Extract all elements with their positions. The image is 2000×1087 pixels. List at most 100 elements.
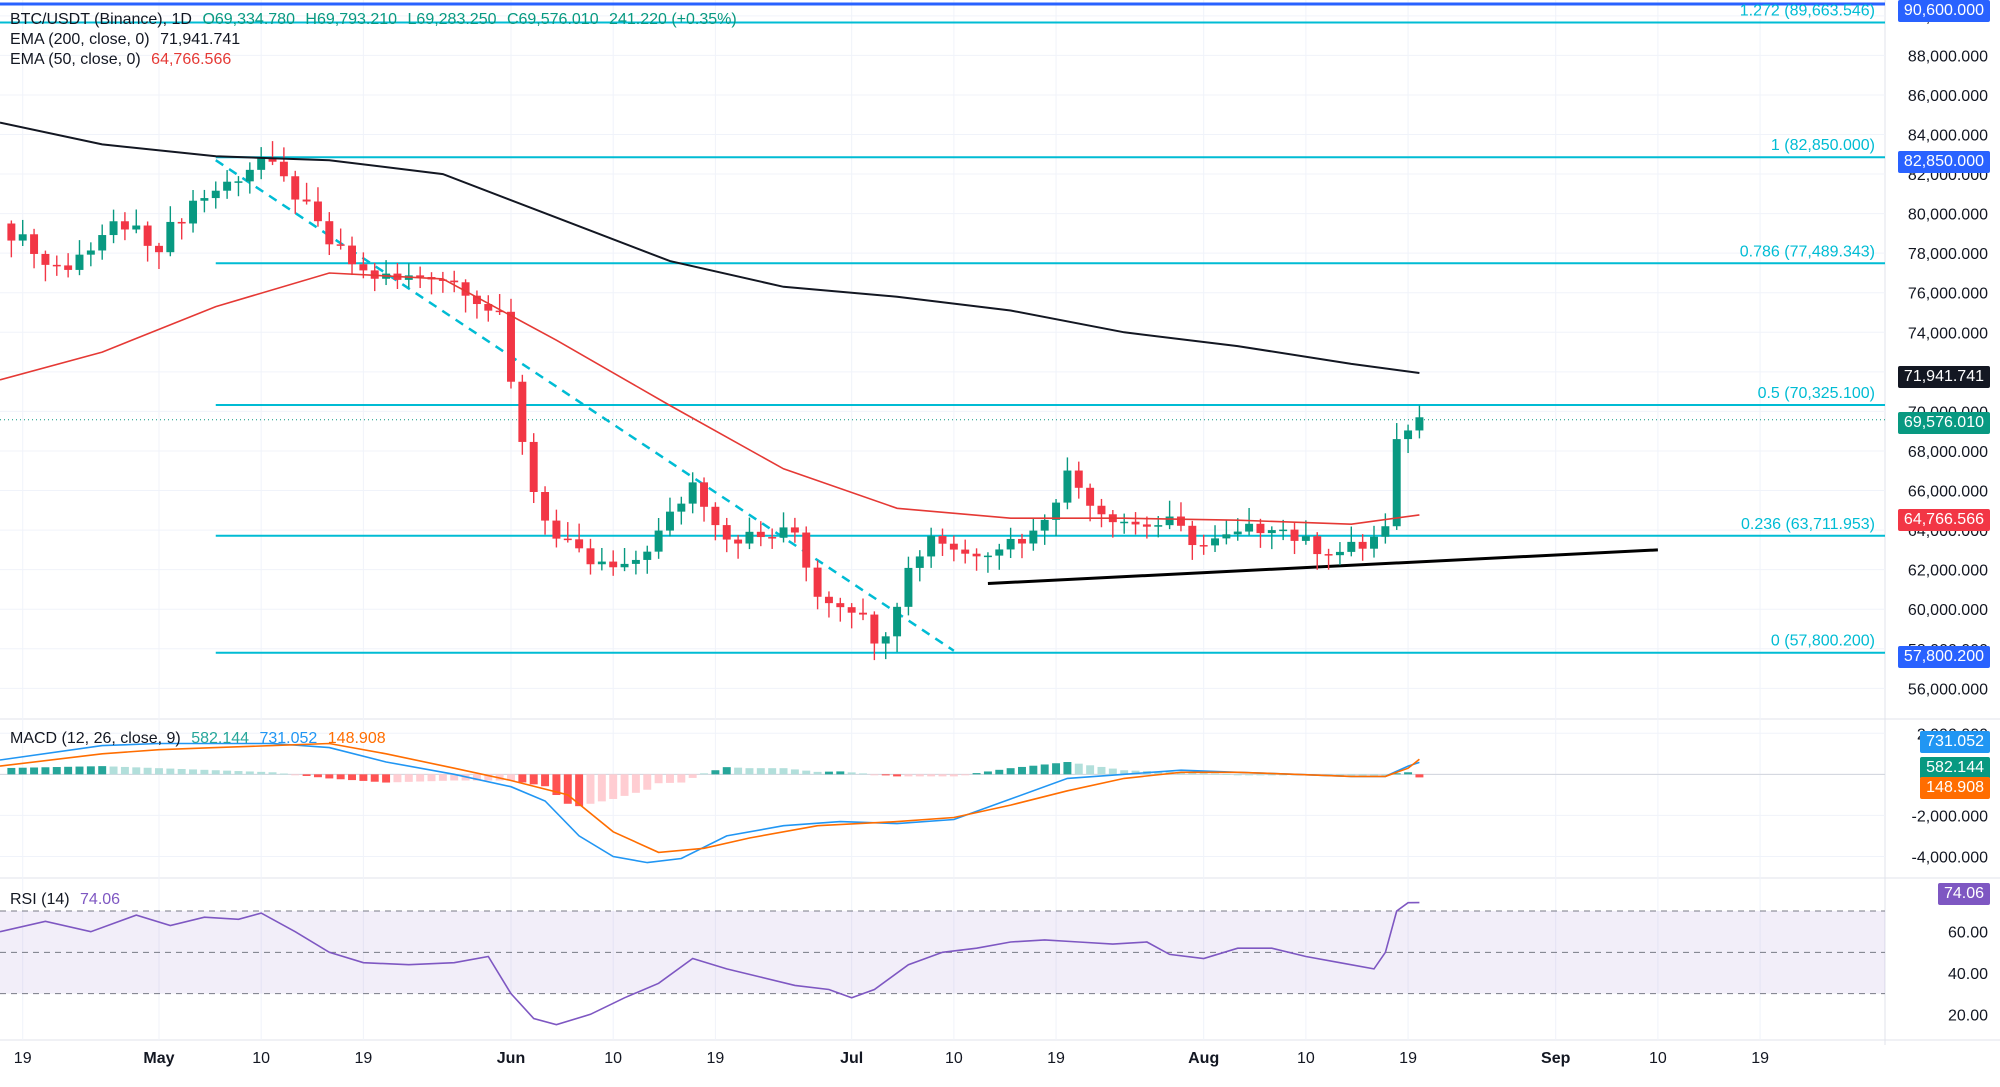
macd-histogram-bar xyxy=(109,766,118,775)
fib-level-label: 1 (82,850.000) xyxy=(1771,137,1875,154)
candle-body xyxy=(86,250,95,255)
candle-body xyxy=(1142,524,1151,527)
candle-body xyxy=(1040,519,1049,531)
candle-body xyxy=(1086,487,1095,506)
price-tag-fib-0: 57,800.200 xyxy=(1897,646,1990,668)
price-tag-fib-1: 82,850.000 xyxy=(1897,151,1990,173)
macd-histogram-bar xyxy=(768,768,777,775)
macd-histogram-bar xyxy=(631,774,640,793)
ema50-legend[interactable]: EMA (50, close, 0) 64,766.566 xyxy=(10,50,743,70)
candle-body xyxy=(904,567,913,607)
open-value: O69,334.780 xyxy=(202,11,295,28)
macd-histogram-bar xyxy=(756,768,765,775)
candle-body xyxy=(665,511,674,531)
ema200-legend[interactable]: EMA (200, close, 0) 71,941.741 xyxy=(10,30,743,50)
candle-body xyxy=(1301,536,1310,541)
macd-histogram-bar xyxy=(586,774,595,804)
symbol-label[interactable]: BTC/USDT (Binance), 1D xyxy=(10,11,192,28)
candle-body xyxy=(1222,534,1231,539)
price-axis-label: 66,000.000 xyxy=(1908,484,1988,501)
macd-histogram-bar xyxy=(234,771,243,775)
candle-body xyxy=(1176,516,1185,526)
macd-histogram-bar xyxy=(1381,774,1390,776)
axes: 19 May 10 19 Jun 10 19 Jul 10 19 Aug 10 19 Sep 10 19 56,… xyxy=(14,9,1988,1067)
macd-histogram-bar xyxy=(1086,765,1095,775)
candle-body xyxy=(313,201,322,222)
macd-histogram-bar xyxy=(915,774,924,777)
rsi-value: 74.06 xyxy=(80,891,121,908)
macd-histogram-bar xyxy=(1347,774,1356,776)
time-axis-label: Aug xyxy=(1188,1050,1219,1067)
candle-body xyxy=(211,190,220,199)
candle-body xyxy=(1324,554,1333,556)
macd-histogram-bar xyxy=(120,766,129,775)
price-tag-macd-signal: 731.052 xyxy=(1920,731,1990,753)
time-axis-label: 19 xyxy=(1751,1050,1769,1067)
macd-histogram-bar xyxy=(995,769,1004,775)
macd-histogram-bar xyxy=(348,774,356,781)
candle-body xyxy=(790,527,799,533)
macd-histogram-bar xyxy=(291,774,300,776)
time-axis-label: 19 xyxy=(1399,1050,1417,1067)
macd-histogram-bar xyxy=(211,770,220,775)
price-tag-ema200: 71,941.741 xyxy=(1897,366,1990,388)
macd-legend[interactable]: MACD (12, 26, close, 9) 582.144 731.052 … xyxy=(10,729,392,749)
macd-histogram-bar xyxy=(52,767,61,775)
macd-histogram-bar xyxy=(563,774,572,804)
macd-histogram-bar xyxy=(1074,763,1083,775)
fibonacci-retracement[interactable]: 1.272 (89,663.546) 1 (82,850.000) 0.786 (7… xyxy=(0,2,1885,654)
macd-histogram-bar xyxy=(1392,773,1401,775)
candle-body xyxy=(359,264,368,271)
candle-body xyxy=(938,536,947,544)
candle-body xyxy=(1188,525,1197,546)
candle-body xyxy=(995,549,1004,556)
macd-histogram-bar xyxy=(416,774,425,782)
macd-histogram-bar xyxy=(1029,765,1038,775)
candle-body xyxy=(132,225,141,230)
macd-histogram-bar xyxy=(847,772,856,775)
macd-histogram-bar xyxy=(836,771,845,775)
candle-body xyxy=(177,221,186,224)
candle-body xyxy=(1029,530,1038,544)
macd-histogram-bar xyxy=(1404,772,1413,775)
price-tag-rsi: 74.06 xyxy=(1937,883,1990,905)
candle-body xyxy=(688,482,697,504)
macd-histogram-bar xyxy=(302,774,311,776)
macd-histogram-bar xyxy=(1211,773,1220,775)
macd-histogram-bar xyxy=(438,774,447,781)
candle-body xyxy=(291,176,300,200)
candle-body xyxy=(166,221,175,253)
candle-body xyxy=(109,221,118,236)
time-axis-label: 19 xyxy=(354,1050,372,1067)
macd-histogram-bar xyxy=(132,767,141,775)
candle-body xyxy=(677,503,686,512)
candle-body xyxy=(1256,523,1265,534)
macd-histogram-bar xyxy=(1335,774,1344,776)
macd-histogram-bar xyxy=(1018,766,1026,775)
candle-body xyxy=(734,539,743,544)
low-value: L69,283.250 xyxy=(407,11,497,28)
macd-histogram-bar xyxy=(1233,774,1242,776)
candle-body xyxy=(245,169,254,182)
price-tag-macd-line: 582.144 xyxy=(1920,757,1990,779)
macd-histogram-bar xyxy=(779,768,788,775)
macd-hist-value: 148.908 xyxy=(327,730,386,747)
candle-body xyxy=(881,636,890,644)
candle-body xyxy=(507,311,515,382)
time-axis-label: 10 xyxy=(1297,1050,1315,1067)
price-axis-label: 68,000.000 xyxy=(1908,444,1988,461)
price-tag-macd-hist: 148.908 xyxy=(1920,777,1990,799)
candle-body xyxy=(1211,538,1220,546)
rsi-pane xyxy=(0,901,1885,1026)
rsi-legend[interactable]: RSI (14) 74.06 xyxy=(10,890,126,910)
macd-histogram-bar xyxy=(643,774,652,790)
price-axis-label: 88,000.000 xyxy=(1908,48,1988,65)
candle-body xyxy=(257,157,266,170)
macd-histogram-bar xyxy=(75,766,84,775)
drawing-objects[interactable] xyxy=(0,159,1885,652)
candle-body xyxy=(1358,541,1367,549)
price-tag-ema50: 64,766.566 xyxy=(1897,509,1990,531)
candle-body xyxy=(495,310,504,313)
candle-body xyxy=(836,603,845,608)
